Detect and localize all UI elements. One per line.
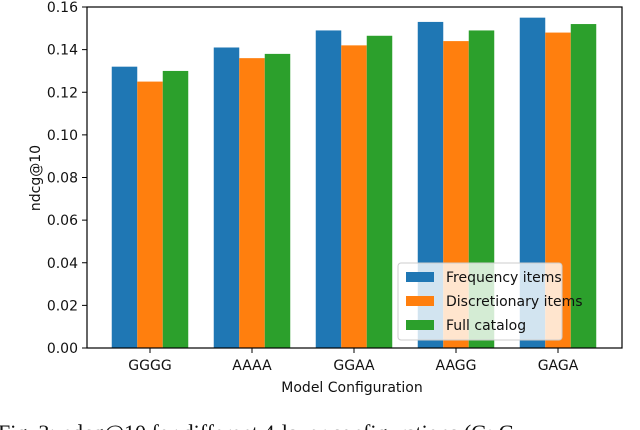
y-axis-label: ndcg@10	[28, 145, 44, 211]
y-tick-label: 0.02	[47, 298, 78, 314]
x-tick-label: AAAA	[232, 358, 272, 374]
y-tick-label: 0.06	[47, 213, 78, 229]
y-tick-label: 0.16	[47, 0, 78, 16]
plot-frame	[86, 6, 623, 349]
x-tick-label: GGGG	[128, 358, 171, 374]
legend-swatch	[406, 272, 434, 282]
x-tick-label: GGAA	[333, 358, 375, 374]
y-tick-label: 0.10	[47, 128, 78, 144]
y-tick-label: 0.00	[47, 341, 78, 357]
x-tick-label: AAGG	[436, 358, 477, 374]
figure-caption: Fig. 3: ndcg@10 for different 4-layer co…	[0, 420, 515, 430]
y-axis: 0.00 0.02 0.04 0.06 0.08 0.10 0.12 0.14 0.16	[47, 0, 87, 357]
bar-GGGG-2	[137, 81, 163, 348]
legend-label: Frequency items	[446, 270, 562, 286]
x-axis-label: Model Configuration	[281, 380, 422, 396]
y-tick-label: 0.14	[47, 43, 78, 59]
legend-box	[397, 262, 563, 341]
bar-AAAA-2	[239, 58, 265, 349]
y-tick-label: 0.12	[47, 85, 78, 101]
bar-AAAA-3	[264, 53, 291, 348]
legend-label: Discretionary items	[446, 294, 583, 310]
bar-AAAA-1	[213, 47, 240, 349]
bar-GGAA-2	[341, 45, 367, 349]
legend-swatch	[406, 320, 434, 330]
y-tick-label: 0.08	[47, 171, 78, 187]
bar-GGAA-3	[366, 35, 393, 348]
x-tick-label: GAGA	[538, 358, 579, 374]
x-axis: GGGG AAAA GGAA AAGG GAGA	[128, 348, 579, 374]
legend-label: Full catalog	[446, 318, 526, 334]
bar-GAGA-3	[570, 24, 597, 349]
bar-GGAA-1	[315, 30, 342, 348]
legend: Frequency items Discretionary items Full c…	[397, 262, 583, 341]
y-tick-label: 0.04	[47, 256, 78, 272]
bar-GGGG-1	[111, 66, 138, 349]
legend-swatch	[406, 296, 434, 306]
bar-GGGG-3	[162, 70, 189, 348]
